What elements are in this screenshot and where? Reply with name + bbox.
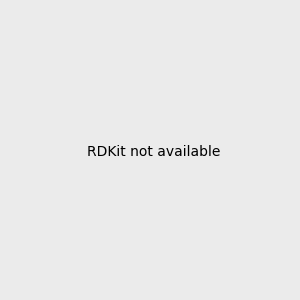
Text: RDKit not available: RDKit not available (87, 145, 220, 158)
